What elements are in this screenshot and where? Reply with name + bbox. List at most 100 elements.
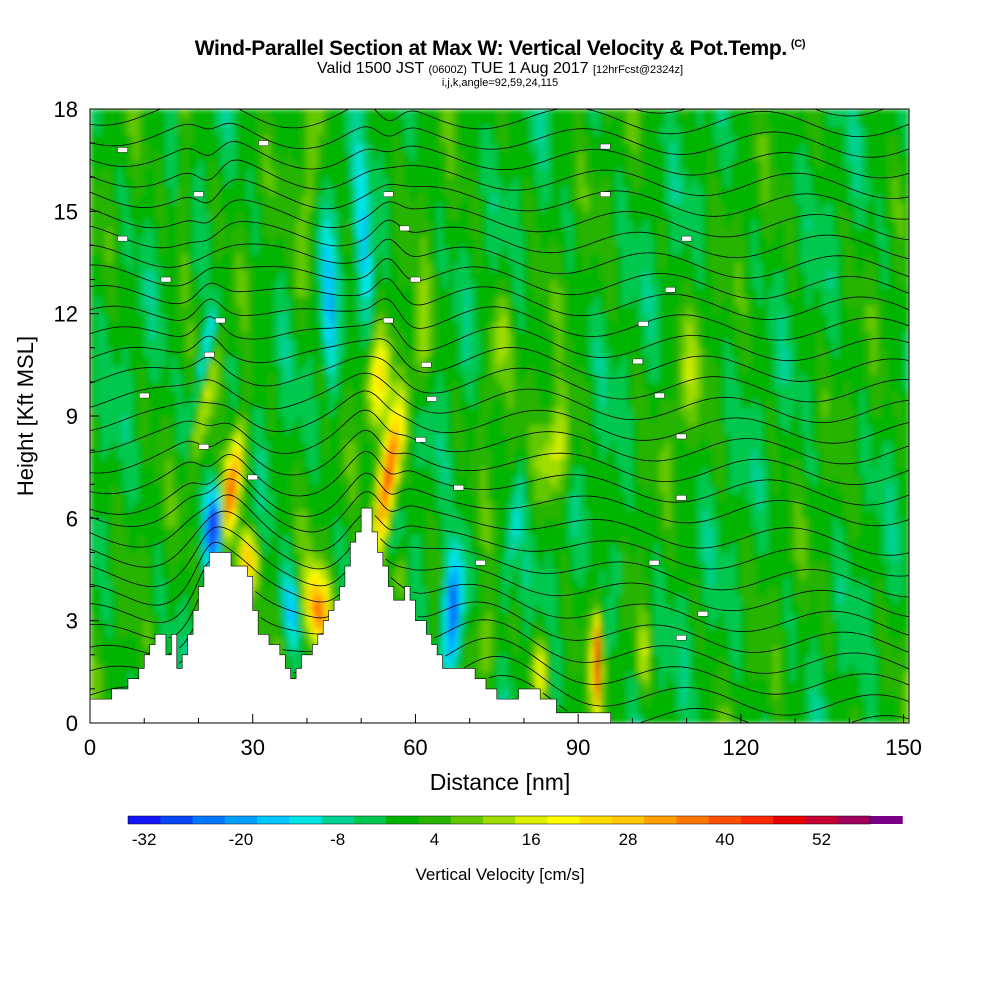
field-cell: [301, 143, 308, 153]
field-cell: [187, 134, 194, 144]
field-cell: [225, 202, 232, 212]
field-cell: [437, 288, 444, 298]
field-cell: [122, 620, 129, 630]
field-cell: [442, 160, 449, 170]
field-cell: [193, 228, 200, 238]
field-cell: [138, 407, 145, 417]
field-cell: [155, 373, 162, 383]
field-cell: [106, 134, 113, 144]
field-cell: [306, 407, 313, 417]
field-cell: [388, 202, 395, 212]
field-cell: [437, 168, 444, 178]
field-cell: [95, 390, 102, 400]
field-cell: [399, 390, 406, 400]
field-cell: [193, 211, 200, 221]
field-cell: [285, 185, 292, 195]
field-cell: [209, 543, 216, 554]
field-cell: [317, 543, 324, 554]
field-cell: [290, 552, 297, 562]
field-cell: [339, 441, 346, 451]
field-cell: [171, 134, 178, 144]
field-cell: [388, 569, 395, 579]
field-cell: [111, 526, 118, 536]
field-cell: [306, 569, 313, 579]
field-cell: [312, 595, 319, 605]
field-cell: [420, 364, 427, 374]
field-cell: [350, 313, 357, 323]
field-cell: [404, 339, 411, 349]
field-cell: [447, 637, 454, 647]
field-cell: [323, 475, 330, 485]
field-cell: [100, 262, 107, 272]
field-cell: [453, 492, 460, 502]
field-cell: [209, 364, 216, 374]
field-cell: [111, 543, 118, 554]
field-cell: [187, 211, 194, 221]
field-cell: [415, 279, 422, 289]
field-cell: [209, 288, 216, 298]
field-cell: [220, 194, 227, 204]
field-cell: [350, 288, 357, 298]
field-cell: [90, 313, 97, 323]
field-cell: [377, 450, 384, 460]
field-cell: [323, 441, 330, 451]
field-cell: [301, 501, 308, 511]
field-cell: [198, 543, 205, 554]
field-cell: [404, 194, 411, 204]
field-cell: [274, 228, 281, 238]
field-cell: [263, 160, 270, 170]
field-cell: [90, 347, 97, 357]
field-cell: [393, 416, 400, 426]
field-cell: [263, 347, 270, 357]
field-cell: [404, 458, 411, 468]
field-cell: [252, 219, 259, 229]
field-cell: [144, 245, 151, 255]
field-cell: [198, 271, 205, 281]
field-cell: [252, 194, 259, 204]
field-cell: [171, 160, 178, 170]
field-cell: [361, 416, 368, 426]
field-cell: [127, 177, 134, 187]
field-cell: [274, 373, 281, 383]
field-cell: [171, 509, 178, 519]
field-cell: [127, 279, 134, 289]
field-cell: [225, 271, 232, 281]
field-cell: [165, 313, 172, 323]
field-cell: [160, 526, 167, 536]
field-cell: [328, 143, 335, 153]
field-cell: [236, 202, 243, 212]
field-cell: [258, 424, 265, 434]
field-cell: [165, 518, 172, 528]
field-cell: [431, 484, 438, 494]
field-cell: [366, 441, 373, 451]
field-cell: [372, 398, 379, 409]
field-cell: [431, 603, 438, 613]
field-cell: [263, 305, 270, 315]
field-cell: [236, 433, 243, 443]
subtitle-valid: Valid 1500 JST: [316, 60, 424, 77]
field-cell: [290, 663, 297, 673]
field-cell: [426, 143, 433, 153]
field-cell: [312, 245, 319, 255]
field-cell: [133, 279, 140, 289]
field-cell: [149, 560, 156, 571]
field-cell: [399, 398, 406, 409]
field-cell: [355, 177, 362, 187]
field-cell: [160, 501, 167, 511]
field-cell: [334, 509, 341, 519]
field-cell: [225, 219, 232, 229]
field-cell: [431, 509, 438, 519]
field-cell: [426, 177, 433, 187]
field-cell: [453, 109, 460, 119]
field-cell: [453, 407, 460, 417]
field-cell: [127, 560, 134, 571]
field-cell: [410, 595, 417, 605]
field-cell: [111, 654, 118, 664]
field-cell: [279, 475, 286, 485]
field-cell: [361, 484, 368, 494]
field-cell: [404, 313, 411, 323]
field-cell: [458, 518, 465, 528]
field-cell: [95, 569, 102, 579]
field-cell: [442, 390, 449, 400]
field-cell: [220, 543, 227, 554]
